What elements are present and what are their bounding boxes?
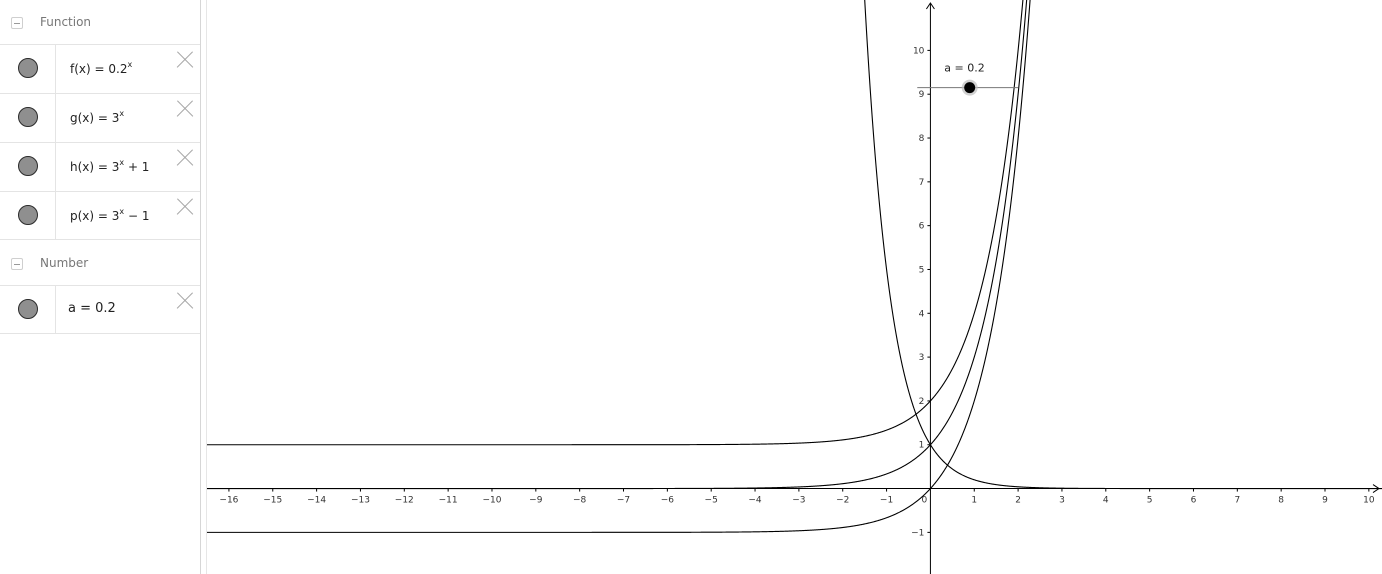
curve-h[interactable]	[207, 0, 1026, 446]
delete-x-icon[interactable]	[176, 292, 194, 310]
algebra-item-f[interactable]: f(x) = 0.2x	[0, 44, 200, 93]
x-tick-label: −6	[661, 496, 675, 506]
delete-x-icon[interactable]	[176, 100, 194, 118]
x-tick-label: 9	[1322, 496, 1328, 506]
visibility-marble-icon[interactable]	[18, 58, 38, 78]
function-expression[interactable]: p(x) = 3x − 1	[70, 207, 150, 223]
x-tick-label: 1	[971, 496, 977, 506]
curve-p[interactable]	[207, 0, 1033, 533]
y-tick-label: 1	[919, 441, 925, 451]
group-header-number[interactable]: Number	[0, 241, 200, 287]
slider-label: a = 0.2	[944, 62, 984, 75]
x-tick-label: 4	[1103, 496, 1109, 506]
group-title: Function	[40, 15, 92, 29]
y-tick-label: 4	[919, 309, 925, 319]
x-tick-label: −1	[880, 496, 893, 506]
y-tick-label: 5	[919, 265, 925, 275]
x-tick-label: 0	[922, 496, 928, 506]
visibility-toggle-cell[interactable]	[0, 94, 56, 142]
visibility-marble-icon[interactable]	[18, 156, 38, 176]
graphics-view[interactable]: −16 −15 −14 −13 −12 −11 −10 −9 −8 −7 −6 −5 −4 −3 −2 −1 0…	[207, 0, 1382, 574]
x-tick-label: −8	[573, 496, 587, 506]
delete-x-icon[interactable]	[176, 198, 194, 216]
y-tick-label: 2	[919, 397, 925, 407]
x-tick-label: 3	[1059, 496, 1065, 506]
algebra-item-p[interactable]: p(x) = 3x − 1	[0, 191, 200, 240]
x-tick-label: −15	[263, 496, 282, 506]
x-tick-label: 7	[1234, 496, 1240, 506]
x-tick-label: −7	[617, 496, 630, 506]
y-axis-arrow-icon	[925, 2, 935, 10]
number-expression[interactable]: a = 0.2	[68, 301, 116, 316]
delete-x-icon[interactable]	[176, 149, 194, 167]
x-tick-label: 6	[1191, 496, 1197, 506]
function-expression[interactable]: h(x) = 3x + 1	[70, 158, 150, 174]
x-tick-label: −16	[219, 496, 238, 506]
curve-g[interactable]	[207, 0, 1030, 490]
visibility-toggle-cell[interactable]	[0, 45, 56, 93]
graphics-canvas[interactable]: −16 −15 −14 −13 −12 −11 −10 −9 −8 −7 −6 −5 −4 −3 −2 −1 0…	[207, 0, 1382, 574]
slider-knob[interactable]	[964, 82, 976, 94]
x-tick-label: −13	[351, 496, 370, 506]
x-tick-label: −11	[439, 496, 458, 506]
visibility-marble-icon[interactable]	[18, 107, 38, 127]
group-title: Number	[40, 256, 89, 270]
y-tick-label: −1	[911, 528, 924, 538]
delete-x-icon[interactable]	[176, 51, 194, 69]
visibility-toggle-cell[interactable]	[0, 192, 56, 239]
y-tick-label: 9	[919, 90, 925, 100]
x-tick-label: −9	[529, 496, 543, 506]
curve-f[interactable]	[863, 0, 1382, 490]
x-tick-label: −2	[836, 496, 849, 506]
algebra-item-h[interactable]: h(x) = 3x + 1	[0, 142, 200, 191]
x-tick-label: −4	[748, 496, 762, 506]
algebra-item-g[interactable]: g(x) = 3x	[0, 93, 200, 142]
function-expression[interactable]: f(x) = 0.2x	[70, 60, 133, 76]
algebra-view: Function f(x) = 0.2x g(x) = 3x h(x) = 3x…	[0, 0, 200, 574]
x-tick-label: −14	[307, 496, 326, 506]
y-tick-label: 7	[919, 178, 925, 188]
visibility-marble-icon[interactable]	[18, 299, 38, 319]
y-tick-label: 6	[919, 222, 925, 232]
x-tick-label: 2	[1015, 496, 1021, 506]
visibility-toggle-cell[interactable]	[0, 143, 56, 191]
view-divider[interactable]	[200, 0, 207, 574]
x-tick-label: −12	[395, 496, 414, 506]
collapse-minus-icon[interactable]	[11, 17, 23, 29]
x-tick-label: −10	[482, 496, 501, 506]
y-tick-label: 3	[919, 353, 925, 363]
x-tick-label: 10	[1363, 496, 1375, 506]
y-tick-label: 8	[919, 134, 925, 144]
x-tick-label: −3	[792, 496, 805, 506]
x-tick-label: 5	[1147, 496, 1153, 506]
algebra-item-a[interactable]: a = 0.2	[0, 285, 200, 334]
function-expression[interactable]: g(x) = 3x	[70, 109, 125, 125]
y-tick-label: 10	[913, 46, 925, 56]
visibility-marble-icon[interactable]	[18, 205, 38, 225]
x-tick-label: 8	[1278, 496, 1284, 506]
visibility-toggle-cell[interactable]	[0, 286, 56, 333]
collapse-minus-icon[interactable]	[11, 258, 23, 270]
group-header-function[interactable]: Function	[0, 0, 200, 46]
x-tick-label: −5	[705, 496, 718, 506]
